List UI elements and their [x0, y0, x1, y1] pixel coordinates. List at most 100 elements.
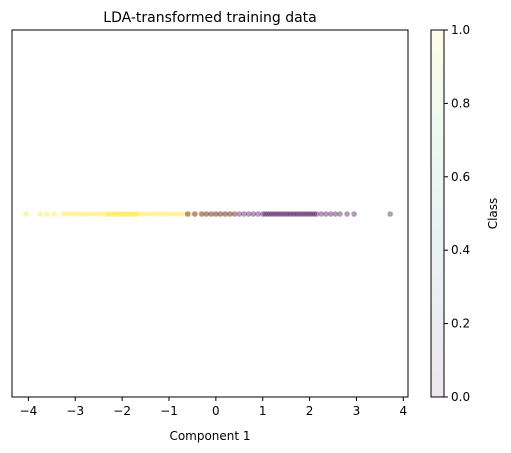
- scatter-point: [23, 211, 29, 217]
- scatter-point: [110, 211, 116, 217]
- scatter-point: [222, 211, 228, 217]
- scatter-point: [74, 211, 81, 217]
- x-tick-label: −2: [113, 404, 131, 418]
- scatter-point: [220, 211, 226, 217]
- scatter-point: [192, 211, 198, 217]
- scatter-point: [84, 211, 90, 217]
- scatter-point: [124, 211, 130, 217]
- colorbar-tick-label: 1.0: [451, 23, 470, 37]
- scatter-point: [70, 211, 76, 217]
- scatter-point: [351, 211, 357, 217]
- x-tick-label: −1: [160, 404, 178, 418]
- scatter-point: [311, 211, 318, 217]
- colorbar-label: Class: [486, 198, 500, 230]
- colorbar-tick-label: 0.0: [451, 390, 470, 404]
- scatter-point: [201, 211, 207, 217]
- scatter-point: [173, 211, 179, 217]
- scatter-point: [288, 211, 294, 217]
- scatter-point: [213, 211, 219, 217]
- scatter-point: [44, 211, 50, 217]
- scatter-point: [271, 211, 278, 217]
- scatter-point: [208, 211, 214, 217]
- scatter-point: [98, 211, 104, 217]
- scatter-point: [344, 211, 350, 217]
- scatter-point: [332, 211, 339, 217]
- colorbar-tick-label: 0.2: [451, 317, 470, 331]
- scatter-point: [117, 211, 123, 217]
- x-tick-label: 3: [353, 404, 361, 418]
- scatter-point: [229, 211, 236, 217]
- scatter-point: [102, 211, 109, 217]
- scatter-point: [262, 211, 268, 217]
- scatter-point: [140, 211, 146, 217]
- scatter-point: [128, 211, 135, 217]
- scatter-point: [241, 211, 247, 217]
- scatter-point: [267, 211, 273, 217]
- scatter-point: [295, 211, 301, 217]
- scatter-point: [327, 211, 334, 217]
- scatter-point: [203, 211, 210, 217]
- scatter-point: [269, 211, 275, 217]
- scatter-point: [217, 211, 224, 217]
- scatter-point: [187, 211, 193, 217]
- scatter-point: [182, 211, 189, 217]
- x-tick-label: −3: [66, 404, 84, 418]
- scatter-point: [121, 211, 128, 217]
- scatter-point: [259, 211, 266, 217]
- scatter-point: [112, 211, 118, 217]
- scatter-point: [306, 211, 313, 217]
- colorbar-tick-label: 0.8: [451, 96, 470, 110]
- x-tick-label: 1: [259, 404, 267, 418]
- scatter-point: [309, 211, 315, 217]
- scatter-point: [255, 211, 261, 217]
- scatter-point: [276, 211, 282, 217]
- scatter-point: [196, 211, 203, 217]
- scatter-point: [60, 211, 67, 217]
- scatter-point: [131, 211, 137, 217]
- scatter-point: [283, 211, 290, 217]
- scatter-point: [199, 211, 205, 217]
- scatter-point: [168, 211, 175, 217]
- scatter-point: [88, 211, 95, 217]
- scatter-point: [231, 211, 238, 217]
- x-axis-label: Component 1: [169, 429, 250, 443]
- scatter-point: [318, 211, 325, 217]
- scatter-point: [264, 211, 271, 217]
- scatter-point: [206, 211, 212, 217]
- colorbar-ticks: 0.0 0.2 0.4 0.6 0.8 1.0: [444, 23, 470, 404]
- scatter-point: [215, 211, 221, 217]
- scatter-point: [154, 211, 161, 217]
- x-tick-label: 2: [306, 404, 314, 418]
- scatter-point: [337, 211, 343, 217]
- chart-title: LDA-transformed training data: [103, 10, 316, 26]
- scatter-point: [126, 211, 132, 217]
- plot-frame: [11, 29, 409, 398]
- scatter-points: [23, 211, 394, 217]
- scatter-point: [177, 211, 184, 217]
- x-tick-label: 0: [212, 404, 220, 418]
- scatter-point: [387, 211, 394, 217]
- scatter-point: [37, 211, 43, 217]
- scatter-point: [250, 211, 257, 217]
- scatter-point: [323, 211, 329, 217]
- scatter-point: [105, 211, 111, 217]
- scatter-point: [236, 211, 243, 217]
- colorbar-gradient: [431, 30, 444, 397]
- scatter-point: [135, 211, 142, 217]
- scatter-point: [285, 211, 292, 217]
- scatter-point: [302, 211, 308, 217]
- scatter-point: [184, 211, 191, 217]
- scatter-point: [93, 211, 100, 217]
- scatter-point: [51, 211, 57, 217]
- x-tick-label: −4: [20, 404, 38, 418]
- scatter-point: [281, 211, 287, 217]
- scatter-point: [297, 211, 304, 217]
- scatter-point: [210, 211, 217, 217]
- colorbar-tick-label: 0.4: [451, 243, 470, 257]
- scatter-point: [292, 211, 299, 217]
- scatter-point: [299, 211, 306, 217]
- scatter-point: [79, 211, 86, 217]
- scatter-point: [245, 211, 252, 217]
- scatter-point: [114, 211, 121, 217]
- scatter-point: [107, 211, 114, 217]
